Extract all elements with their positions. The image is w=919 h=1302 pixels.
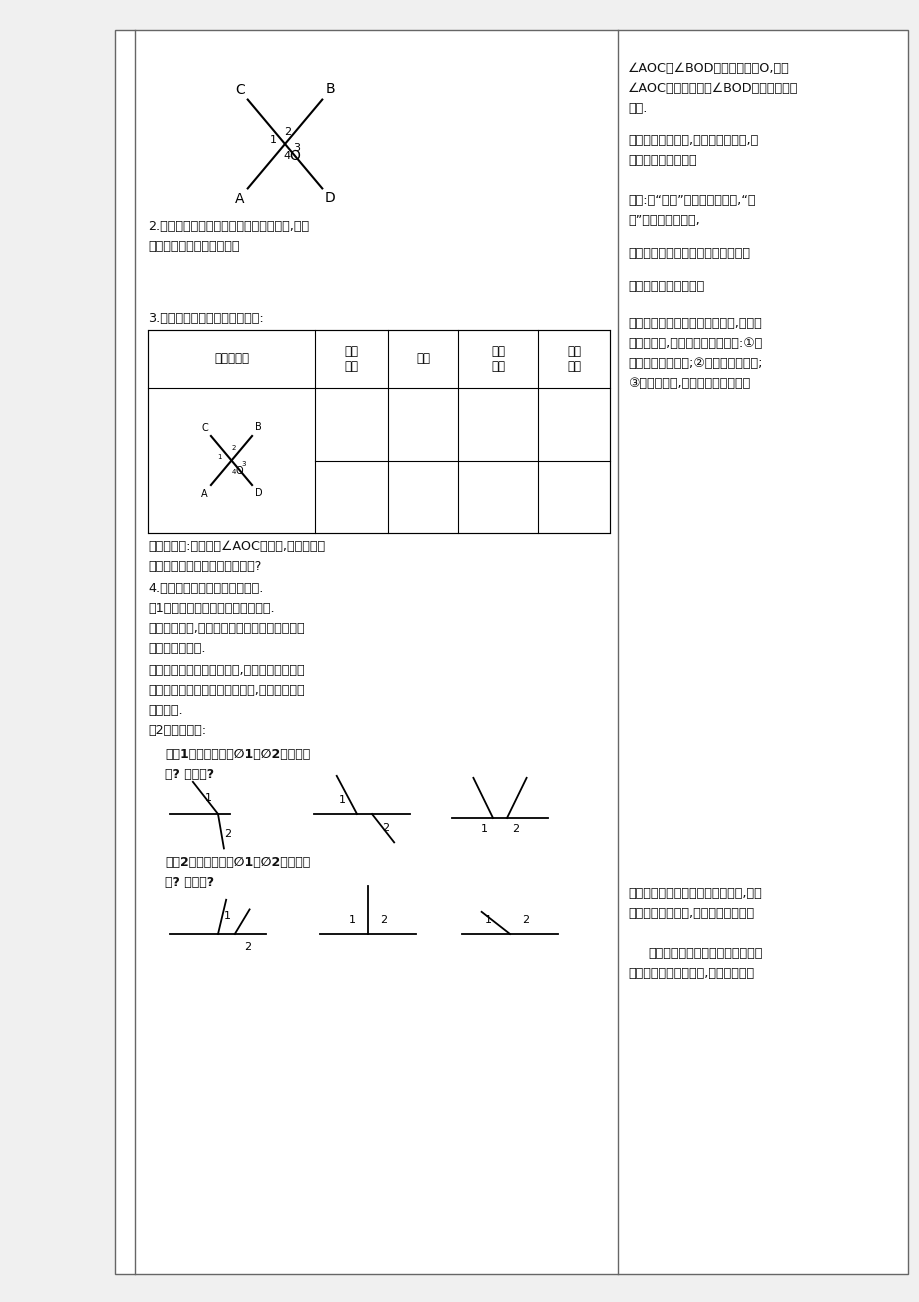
Text: ∠AOC的两边分庄是∠BOD两边的反向延: ∠AOC的两边分庄是∠BOD两边的反向延 [628,82,798,95]
Text: 练习2、下列各图中∅1、∅2是邻补角: 练习2、下列各图中∅1、∅2是邻补角 [165,855,310,868]
Text: ∠AOC和∠BOD有公共的顶点O,而是: ∠AOC和∠BOD有公共的顶点O,而是 [628,62,789,76]
Text: 4: 4 [284,151,290,161]
Text: 3: 3 [293,143,301,152]
Text: 了学生的动手能力,提高了合作意识。: 了学生的动手能力,提高了合作意识。 [628,907,754,921]
Text: 1: 1 [484,915,491,924]
Text: 4.概括形成邻补角、对顶角概念.: 4.概括形成邻补角、对顶角概念. [148,582,263,595]
Text: 结论:有“相邻”关系的两角互补,“对: 结论:有“相邻”关系的两角互补,“对 [628,194,754,207]
Text: A: A [201,488,208,499]
Text: 1: 1 [217,454,221,460]
Text: 两条直线相交而得;②有一个公共顶点;: 两条直线相交而得;②有一个公共顶点; [628,357,762,370]
Text: 2: 2 [284,128,290,137]
Text: 如果两个角有一个公共顶点,而且一个角的两边: 如果两个角有一个公共顶点,而且一个角的两边 [148,664,304,677]
Text: 2: 2 [522,915,529,924]
Text: 分别是另一角两边的反向延长线,那么这两个角: 分别是另一角两边的反向延长线,那么这两个角 [148,684,304,697]
Text: 2: 2 [232,445,236,452]
Text: 3.学生根据观察和度量完成下表:: 3.学生根据观察和度量完成下表: [148,312,264,326]
Text: 1: 1 [348,915,355,924]
Text: 吗? 为什么?: 吗? 为什么? [165,768,214,781]
Text: O: O [235,466,243,475]
Text: 学生亲自动手测量,得出相应的关系,与: 学生亲自动手测量,得出相应的关系,与 [628,134,757,147]
Text: D: D [255,488,262,499]
Text: B: B [255,422,262,432]
Text: 2: 2 [512,824,519,835]
Text: 2: 2 [224,829,232,838]
Text: （2）识图训练:: （2）识图训练: [148,724,206,737]
Text: 顶角的定义,教师应提醒学生注意:①是: 顶角的定义,教师应提醒学生注意:①是 [628,337,762,350]
Bar [115,30,907,1273]
Text: 3: 3 [241,461,245,467]
Text: 2.学生用量角器分别量一量各个角的度数,发现: 2.学生用量角器分别量一量各个角的度数,发现 [148,220,309,233]
Text: 2: 2 [244,943,251,952]
Text: 1: 1 [480,824,487,835]
Text: 条理的表达自己的观点,并说明理由。: 条理的表达自己的观点,并说明理由。 [628,967,754,980]
Text: 其它角的位置关系和数量关系吗?: 其它角的位置关系和数量关系吗? [148,560,261,573]
Text: 两直线相交: 两直线相交 [214,353,249,366]
Text: 2: 2 [380,915,387,924]
Text: 1: 1 [223,911,231,921]
Text: 形成
的角: 形成 的角 [344,345,358,372]
Text: 小组成员讨论并回答。: 小组成员讨论并回答。 [628,280,703,293]
Text: 各类角的度数有什么关系。: 各类角的度数有什么关系。 [148,240,239,253]
Text: 学生讨论不同的角的位置关系后,得出对: 学生讨论不同的角的位置关系后,得出对 [628,316,761,329]
Text: （1）师生共同定义邻补角、对顶角.: （1）师生共同定义邻补角、对顶角. [148,602,275,615]
Text: O: O [289,148,300,163]
Text: C: C [201,423,208,434]
Text: B: B [325,82,335,96]
Text: 吗? 为什么?: 吗? 为什么? [165,876,214,889]
Text: A: A [234,193,244,206]
Text: 数量
关系: 数量 关系 [566,345,581,372]
Text: 1: 1 [338,796,346,805]
Text: 4: 4 [232,470,236,475]
Text: 1: 1 [204,793,211,803]
Text: 叫对顶角.: 叫对顶角. [148,704,183,717]
Text: 教师再提问:如果改变∠AOC的大小,会改变它与: 教师再提问:如果改变∠AOC的大小,会改变它与 [148,540,324,553]
Text: 有一条公共边,而且另一边互为反向延长线的两: 有一条公共边,而且另一边互为反向延长线的两 [148,622,304,635]
Text: ③没有公共边,三个条件缺一不可。: ③没有公共边,三个条件缺一不可。 [628,378,749,391]
Text: 教师放手让学生通过讨论解决问题,培养: 教师放手让学生通过讨论解决问题,培养 [628,887,761,900]
Text: 2: 2 [382,823,389,833]
Text: 1: 1 [269,135,277,146]
Bar [148,329,609,533]
Text: D: D [324,191,335,206]
Text: 个角叫做邻补角.: 个角叫做邻补角. [148,642,205,655]
Text: 练习1、下列各图中∅1、∅2是对顶角: 练习1、下列各图中∅1、∅2是对顶角 [165,749,310,760]
Text: 教师要鼓励学生运用自己的语言有: 教师要鼓励学生运用自己的语言有 [647,947,762,960]
Text: 分类: 分类 [415,353,429,366]
Text: 长线.: 长线. [628,102,647,115]
Text: 小组成员交流结论。: 小组成员交流结论。 [628,154,696,167]
Text: 学生先独立完成然后师生共同纠正。: 学生先独立完成然后师生共同纠正。 [628,247,749,260]
Text: 顶”关系的两角相等,: 顶”关系的两角相等, [628,214,699,227]
Text: C: C [235,82,244,96]
Text: 位置
关系: 位置 关系 [491,345,505,372]
